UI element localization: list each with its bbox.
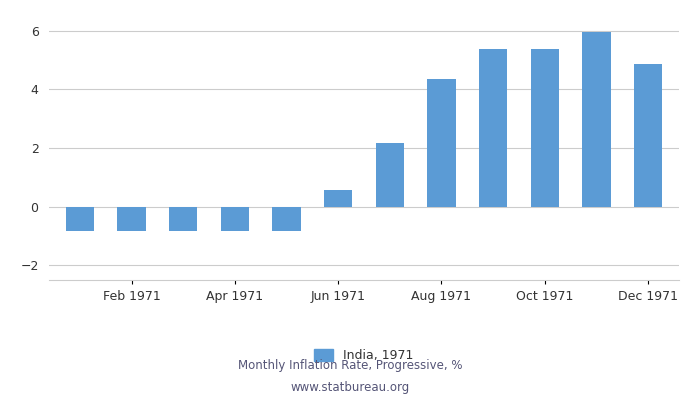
Bar [634,64,662,207]
Text: www.statbureau.org: www.statbureau.org [290,381,410,394]
Bar [118,207,146,231]
Bar [169,207,197,231]
Legend: India, 1971: India, 1971 [309,344,419,367]
Bar [479,49,507,207]
Bar [272,207,301,231]
Bar [324,190,352,207]
Bar [376,143,404,207]
Bar [66,207,94,231]
Bar [427,79,456,207]
Bar [582,32,610,207]
Text: Monthly Inflation Rate, Progressive, %: Monthly Inflation Rate, Progressive, % [238,360,462,372]
Bar [220,207,249,231]
Bar [531,49,559,207]
